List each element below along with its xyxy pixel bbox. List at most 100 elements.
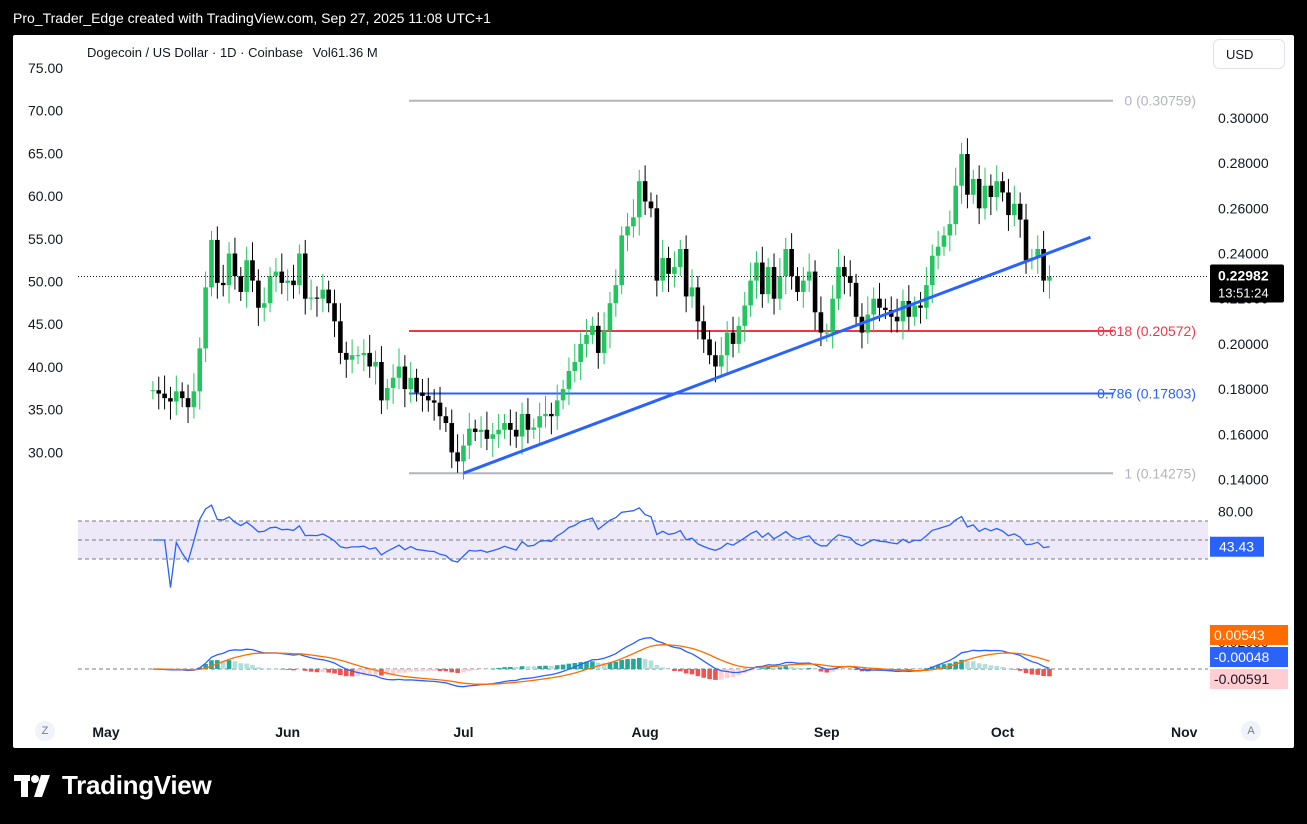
macd-value-label: -0.00591 [1214, 671, 1269, 687]
candle-body [355, 355, 361, 357]
rsi-value-label: 43.43 [1219, 539, 1254, 555]
macd-histogram-bar [513, 667, 519, 669]
candle-body [636, 181, 642, 218]
macd-histogram-bar [220, 660, 226, 669]
macd-histogram-bar [285, 669, 290, 670]
macd-histogram-bar [584, 661, 589, 669]
macd-histogram-bar [801, 668, 806, 669]
chart-header-text: Pro_Trader_Edge created with TradingView… [13, 10, 491, 26]
candle-body [613, 285, 619, 304]
candle-body [502, 423, 507, 430]
volume-value: 61.36 M [330, 45, 378, 60]
price-axis-tick: 0.30000 [1218, 110, 1269, 126]
candle-body [537, 416, 542, 428]
candle-body [1035, 248, 1041, 259]
candle-body [308, 297, 314, 299]
candle-body [894, 316, 900, 322]
macd-histogram-bar [959, 659, 964, 669]
candle-body [297, 253, 302, 286]
macd-histogram-bar [707, 669, 712, 680]
tradingview-logo-icon [14, 774, 50, 797]
candle-body [842, 267, 847, 277]
candle-body [1047, 276, 1052, 281]
macd-histogram-bar [654, 664, 660, 669]
macd-histogram-bar [578, 662, 583, 669]
candle-body [572, 361, 578, 372]
macd-histogram-bar [900, 669, 906, 670]
candle-body [988, 185, 994, 197]
macd-histogram-bar [326, 669, 331, 673]
tradingview-logo: TradingView [14, 770, 212, 801]
macd-histogram-bar [988, 665, 994, 669]
candle-body [472, 428, 478, 433]
macd-histogram-bar [554, 665, 560, 669]
candle-body [302, 253, 308, 299]
price-axis-tick: 0.18000 [1218, 381, 1269, 397]
candle-body [232, 253, 238, 277]
candle-body [590, 325, 595, 335]
macd-histogram-bar [818, 669, 824, 672]
macd-histogram-bar [431, 669, 437, 671]
candle-body [818, 312, 824, 333]
macd-histogram-bar [1035, 669, 1041, 675]
candle-body [953, 185, 958, 225]
tradingview-brand: TradingView [62, 770, 212, 800]
macd-histogram-bar [719, 669, 724, 680]
x-axis-label: Jun [275, 724, 300, 740]
x-axis-label: Sep [814, 724, 840, 740]
log-scale-button[interactable]: A [1241, 721, 1261, 741]
currency-button[interactable]: USD [1213, 39, 1285, 69]
macd-histogram-bar [209, 660, 214, 669]
macd-histogram-bar [636, 657, 642, 669]
macd-histogram-bar [941, 664, 947, 669]
macd-histogram-bar [590, 661, 595, 669]
candle-body [285, 280, 290, 283]
macd-line [152, 637, 1050, 688]
price-chart[interactable]: 0 (0.30759) 0.618 (0.20572) 0.786 (0.17803… [13, 35, 1294, 748]
candle-body [865, 314, 871, 333]
auto-scale-button[interactable]: Z [35, 721, 55, 741]
fib-label: 0.618 (0.20572) [1097, 323, 1196, 339]
candle-body [414, 377, 419, 393]
candle-body [947, 224, 953, 236]
x-axis-label: Aug [632, 724, 659, 740]
candle-body [730, 332, 736, 344]
macd-histogram-bar [619, 659, 624, 669]
macd-histogram-bar [994, 665, 1000, 669]
x-axis-label: Nov [1171, 724, 1198, 740]
candle-body [713, 355, 718, 367]
candle-body [384, 387, 390, 401]
fib-label: 0 (0.30759) [1124, 93, 1196, 109]
candle-body [408, 377, 414, 390]
macd-histogram-bar [467, 669, 472, 672]
candle-body [215, 239, 220, 283]
candle-body [367, 352, 372, 367]
macd-histogram-bar [965, 660, 970, 669]
candle-body [519, 413, 525, 437]
macd-histogram-bar [783, 666, 789, 669]
symbol-title-row: Dogecoin / US Dollar · 1D · Coinbase Vol… [87, 45, 378, 60]
macd-histogram-bar [384, 669, 390, 676]
left-axis-tick: 50.00 [28, 274, 63, 290]
macd-histogram-bar [777, 667, 783, 669]
macd-histogram-bar [1047, 669, 1052, 677]
candle-body [443, 416, 449, 423]
macd-histogram-bar [701, 669, 707, 678]
price-axis-tick: 0.26000 [1218, 200, 1269, 216]
candle-body [924, 285, 929, 308]
macd-value-label: 0.00543 [1214, 627, 1265, 643]
chart-panel[interactable]: 0 (0.30759) 0.618 (0.20572) 0.786 (0.17803… [13, 35, 1294, 748]
candle-body [461, 445, 466, 462]
candle-body [203, 287, 208, 349]
candle-body [765, 267, 771, 295]
candle-body [256, 280, 261, 308]
macd-histogram-bar [642, 658, 648, 669]
rsi-value-badge [1210, 536, 1264, 557]
macd-histogram-bar [754, 668, 759, 669]
macd-histogram-bar [1006, 668, 1011, 670]
candle-body [783, 248, 789, 277]
candle-body [343, 352, 349, 360]
candle-body [361, 352, 367, 356]
candles-layer [78, 138, 1208, 480]
candle-body [174, 391, 179, 402]
